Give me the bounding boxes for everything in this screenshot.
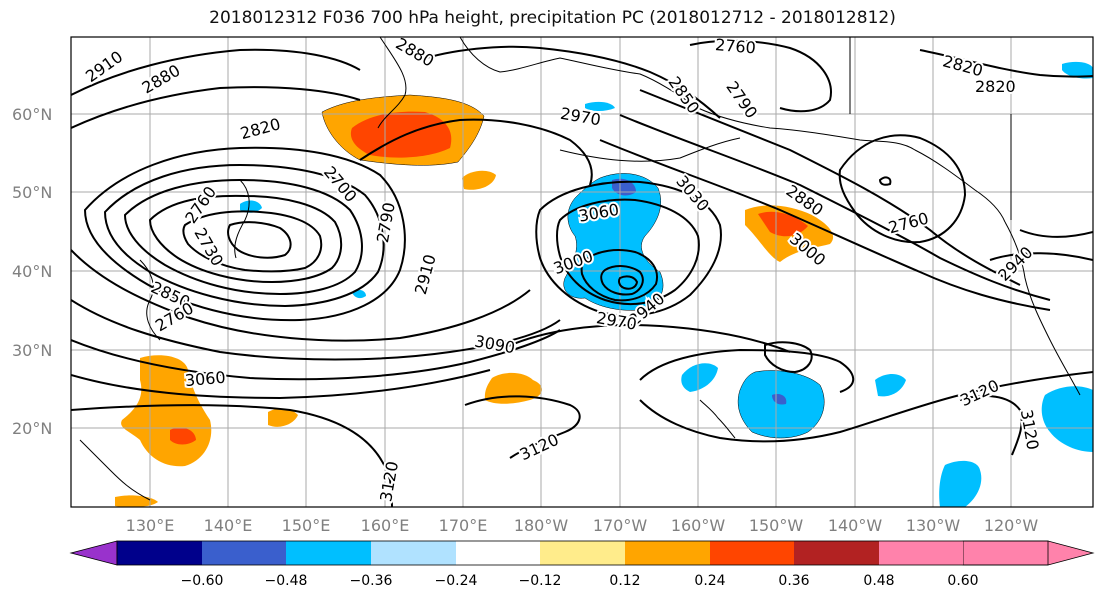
contour-label: 3120 [1017,408,1043,451]
precip-negative-area [1041,386,1093,452]
lat-label: 30°N [12,341,52,360]
contour-label: 3060 [184,368,226,390]
contour-label: 2760 [181,183,220,227]
precip-positive-area [462,170,496,190]
lon-label: 170°W [593,516,648,535]
precip-negative-area [240,200,262,213]
contour-label: 2700 [320,162,361,205]
colorbar-extend-high [962,540,1095,566]
colorbar-tick: 0.24 [694,573,725,589]
colorbar-swatch [794,541,879,565]
contour-label: 2910 [411,252,440,296]
map-title: 2018012312 F036 700 hPa height, precipit… [209,8,896,28]
plot-frame [70,36,1094,508]
lon-label: 160°E [361,516,410,535]
precip-positive-area [484,372,543,404]
lat-label: 50°N [12,183,52,202]
colorbar-swatch [371,541,456,565]
colorbar-swatch [117,541,202,565]
colorbar-tick: −0.12 [519,573,562,589]
colorbar-tick: −0.36 [350,573,393,589]
precip-positive-area [115,495,158,507]
lat-label: 60°N [12,105,52,124]
contour-label: 2790 [373,201,399,244]
coastlines [79,37,1081,501]
precip-negative-area [585,101,615,111]
lon-label: 140°W [828,516,883,535]
contour-label: 2820 [975,77,1016,96]
colorbar-swatch [456,541,540,565]
colorbar-frame [116,540,1049,566]
colorbar-swatch [625,541,710,565]
longitude-labels: 130°E 140°E 150°E 160°E 170°E 180°W 170°… [126,516,1039,535]
lon-label: 170°E [439,516,488,535]
precip-negative-area [563,173,664,311]
colorbar-swatch [879,541,963,565]
contour-label: 3120 [517,430,562,464]
contour-label: 3090 [473,332,516,358]
colorbar-swatch [540,541,625,565]
colorbar-tick: 0.36 [778,573,809,589]
lon-label: 150°W [749,516,804,535]
contour-label: 3120 [376,460,402,503]
contour-label: 2820 [238,114,282,143]
contour-label: 2760 [886,208,930,237]
precip-negative-area [939,460,982,507]
colorbar-tick: −0.24 [435,573,478,589]
precip-negative-area [875,374,906,397]
colorbar-swatch [286,541,371,565]
lat-label: 40°N [12,262,52,281]
gridlines [71,37,1093,507]
precip-negative-area [1062,61,1093,79]
precip-negative-area [681,363,718,392]
precip-positive-core [170,427,196,445]
lon-label: 130°E [126,516,175,535]
colorbar-tick: −0.60 [181,573,224,589]
contour-label: 2880 [393,34,438,71]
contour-label: 3030 [672,172,713,215]
colorbar-tick: 0.60 [947,573,978,589]
contour-label: 2820 [941,51,985,80]
colorbar-swatch [202,541,286,565]
height-contours [71,39,1093,507]
contour-label: 2730 [190,225,227,270]
colorbar-swatch [710,541,794,565]
contour-label: 2940 [994,243,1036,285]
lon-label: 120°W [984,516,1039,535]
colorbar-tick: 0.12 [609,573,640,589]
lon-label: 180°W [514,516,569,535]
precip-positive-core [350,111,452,158]
colorbar-extend-low [69,540,118,566]
precip-positive-area [268,408,298,427]
lon-label: 150°E [282,516,331,535]
contour-label: 3120 [957,376,1002,410]
latitude-labels: 60°N 50°N 40°N 30°N 20°N [12,105,52,438]
lon-label: 160°W [671,516,726,535]
colorbar: −0.60 −0.48 −0.36 −0.24 −0.12 0.12 0.24 … [69,540,1095,589]
colorbar-tick: 0.48 [863,573,894,589]
lon-label: 130°W [906,516,961,535]
lon-label: 140°E [204,516,253,535]
contour-label: 2760 [714,35,756,57]
colorbar-tick: −0.48 [265,573,308,589]
lat-label: 20°N [12,419,52,438]
contour-label: 2790 [722,78,761,122]
